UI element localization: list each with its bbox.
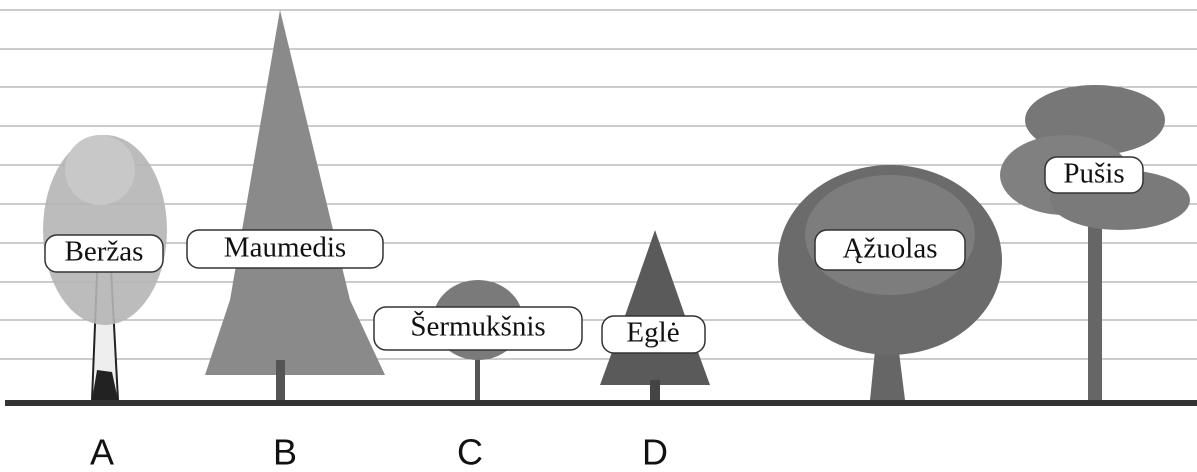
label-box	[601, 315, 706, 354]
letter: B	[273, 432, 297, 472]
label-box	[186, 229, 384, 269]
tree-label: Šermukšnis	[410, 310, 545, 343]
oak-tree	[778, 165, 1002, 400]
larch-tree	[205, 10, 385, 400]
letter: A	[90, 432, 114, 472]
letters: A B C D	[90, 432, 668, 472]
spruce-tree	[600, 230, 710, 400]
tree-label: Maumedis	[224, 232, 346, 264]
letter: C	[457, 432, 483, 472]
label-box	[814, 229, 966, 271]
tree-label: Ąžuolas	[842, 233, 937, 265]
tree-label: Beržas	[65, 236, 144, 268]
label-box	[1044, 156, 1144, 194]
letter: D	[642, 432, 668, 472]
tree-label: Pušis	[1063, 158, 1124, 190]
tree-label: Eglė	[626, 317, 679, 349]
ground-line	[5, 400, 1197, 406]
label-box	[44, 234, 164, 273]
tree-labels: Beržas Maumedis Šermukšnis Eglė Ąžuolas …	[44, 156, 1144, 354]
label-box	[373, 306, 583, 351]
